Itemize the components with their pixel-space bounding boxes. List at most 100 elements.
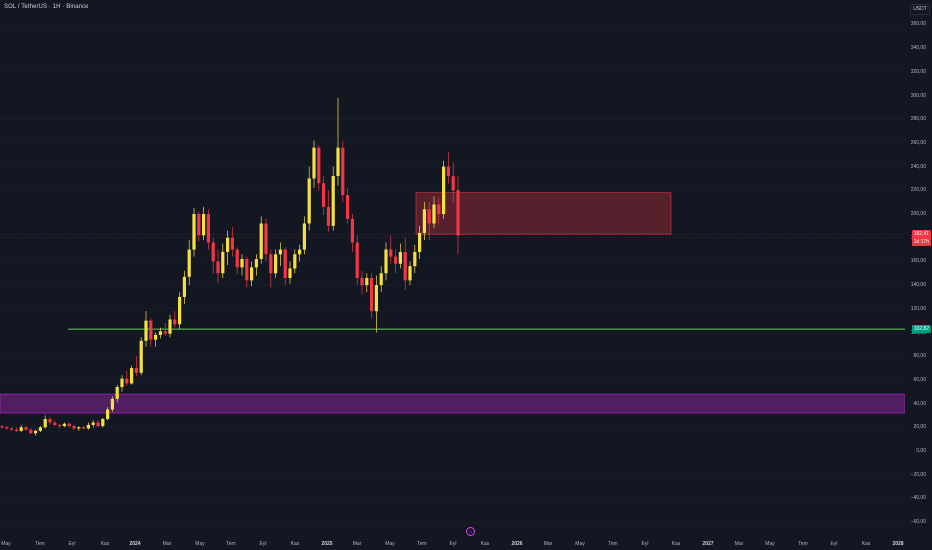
candle-body <box>288 268 292 278</box>
candle-body <box>254 259 258 268</box>
candle <box>240 254 244 276</box>
price-axis-label: 120,00 <box>910 305 926 312</box>
candle <box>163 323 167 337</box>
candle-body <box>307 178 311 224</box>
candle-body <box>0 426 4 428</box>
price-axis[interactable]: 360,00 340,00 320,00 300,00 280,00 260,00 240,… <box>905 0 932 550</box>
candle-body <box>230 237 234 250</box>
candle <box>302 216 306 255</box>
price-axis-label: 340,00 <box>910 45 926 52</box>
time-axis-label: Tem <box>417 541 427 547</box>
candle-body <box>43 419 47 428</box>
candle-body <box>163 331 167 334</box>
candle <box>254 254 258 276</box>
candle-body <box>24 427 28 430</box>
time-axis-label: Mar <box>162 541 172 547</box>
time-axis-label: Eyl <box>259 541 267 547</box>
time-axis-label: May <box>385 541 395 547</box>
candle <box>389 235 393 264</box>
time-axis-label: Kas <box>290 541 300 547</box>
candle <box>72 424 76 430</box>
candle <box>43 415 47 429</box>
price-axis-label: −20,00 <box>910 471 926 478</box>
symbol-title[interactable]: SOL / TetherUS · 1H · Binance <box>4 4 89 10</box>
support-price-tag: 102,82 <box>911 325 931 334</box>
candle <box>58 423 62 429</box>
candle <box>82 426 86 430</box>
candle-body <box>58 424 62 427</box>
lightning-icon[interactable]: ϟ <box>466 527 475 536</box>
candle <box>192 208 196 257</box>
price-axis-label: 200,00 <box>910 211 926 217</box>
candle <box>178 292 182 329</box>
candle <box>341 140 345 203</box>
price-axis-label: 80,00 <box>913 353 926 360</box>
candle-body <box>106 409 110 420</box>
candle-body <box>389 249 393 257</box>
currency-button[interactable]: USDT <box>910 4 930 15</box>
candle <box>206 209 210 250</box>
time-axis-label: May <box>1 541 11 547</box>
time-axis-label: Kas <box>100 541 110 547</box>
candle <box>427 202 431 241</box>
candle-body <box>29 429 33 434</box>
time-axis-label: Tem <box>35 541 45 547</box>
candle <box>67 422 71 428</box>
resistance-zone[interactable] <box>415 192 672 235</box>
candle <box>317 145 321 191</box>
candle <box>53 420 57 427</box>
time-axis-label: 2025 <box>321 541 333 547</box>
candle <box>29 428 33 435</box>
candle-body <box>437 204 441 214</box>
candle <box>350 214 354 252</box>
candle-body <box>312 147 316 179</box>
candle-body <box>197 214 201 236</box>
candle-body <box>154 334 158 340</box>
candle <box>230 227 234 257</box>
candle-body <box>72 426 76 429</box>
candle-body <box>120 378 124 388</box>
time-axis-label: Kas <box>861 541 871 547</box>
candle <box>106 407 110 421</box>
candle <box>154 332 158 347</box>
candle-body <box>211 242 215 262</box>
candle-body <box>355 242 359 278</box>
candle-body <box>451 176 455 191</box>
candle-body <box>274 254 278 274</box>
candle-body <box>250 267 254 281</box>
candle <box>283 247 287 286</box>
time-axis-label: Kas <box>671 541 681 547</box>
demand-zone[interactable] <box>0 393 905 414</box>
candle <box>365 273 369 293</box>
candle <box>336 97 340 186</box>
price-axis-label: 240,00 <box>910 163 926 170</box>
candle-body <box>394 256 398 264</box>
price-axis-label: 40,00 <box>913 400 926 407</box>
candle-body <box>139 340 143 373</box>
price-axis-label: 20,00 <box>913 424 926 431</box>
time-axis-label: Eyl <box>830 541 838 547</box>
candle <box>451 161 455 203</box>
candle-body <box>432 204 436 224</box>
candle-body <box>130 368 134 384</box>
time-axis-label: Kas <box>480 541 490 547</box>
candle <box>110 396 114 412</box>
candle-body <box>82 427 86 429</box>
candle <box>442 160 446 219</box>
time-axis-label: 2024 <box>129 541 141 547</box>
candle-body <box>283 249 287 278</box>
candle-body <box>77 427 81 429</box>
candle <box>259 216 263 264</box>
time-axis-label: Mar <box>352 541 362 547</box>
candle-body <box>96 422 100 427</box>
candle-body <box>374 285 378 312</box>
grid-lines <box>0 24 905 523</box>
candle <box>307 166 311 231</box>
price-chart-area[interactable] <box>0 0 905 550</box>
candle-body <box>413 251 417 267</box>
candles <box>0 97 460 436</box>
candle-body <box>110 398 114 410</box>
candle <box>437 197 441 224</box>
time-axis-label: Tem <box>798 541 808 547</box>
candle <box>288 261 292 284</box>
